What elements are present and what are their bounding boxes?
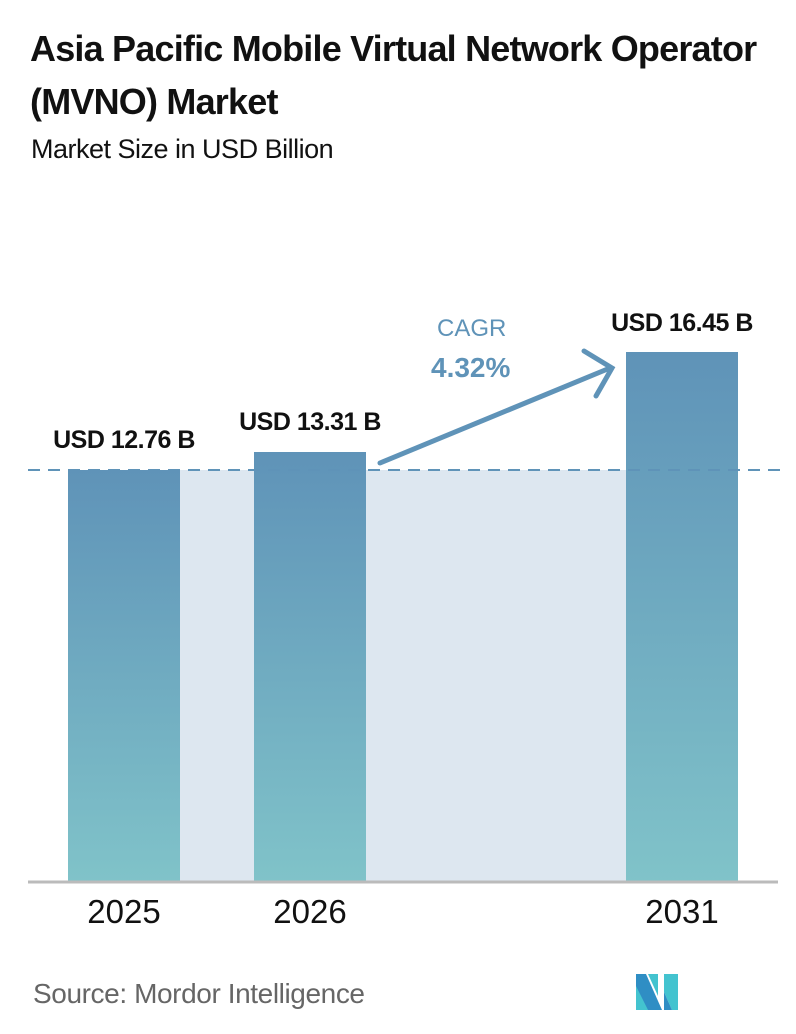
bar-2025 xyxy=(68,470,180,882)
x-axis-label-2026: 2026 xyxy=(273,893,347,930)
bar-2031 xyxy=(626,352,738,882)
bar-value-label-2026: USD 13.31 B xyxy=(239,408,381,436)
fill-band xyxy=(180,470,626,882)
cagr-label: CAGR xyxy=(437,315,507,342)
mordor-intelligence-logo-icon xyxy=(636,974,678,1010)
bar-value-label-2025: USD 12.76 B xyxy=(53,426,195,454)
bar-2026 xyxy=(254,452,366,882)
bar-value-label-2031: USD 16.45 B xyxy=(611,309,753,337)
chart-title: Asia Pacific Mobile Virtual Network Oper… xyxy=(30,28,757,122)
source-text: Source: Mordor Intelligence xyxy=(33,978,365,1009)
x-axis-label-2031: 2031 xyxy=(645,893,719,930)
x-axis-label-2025: 2025 xyxy=(87,893,161,930)
cagr-value: 4.32% xyxy=(431,352,511,383)
chart-subtitle: Market Size in USD Billion xyxy=(31,134,334,164)
cagr-arrow-icon xyxy=(377,348,616,466)
